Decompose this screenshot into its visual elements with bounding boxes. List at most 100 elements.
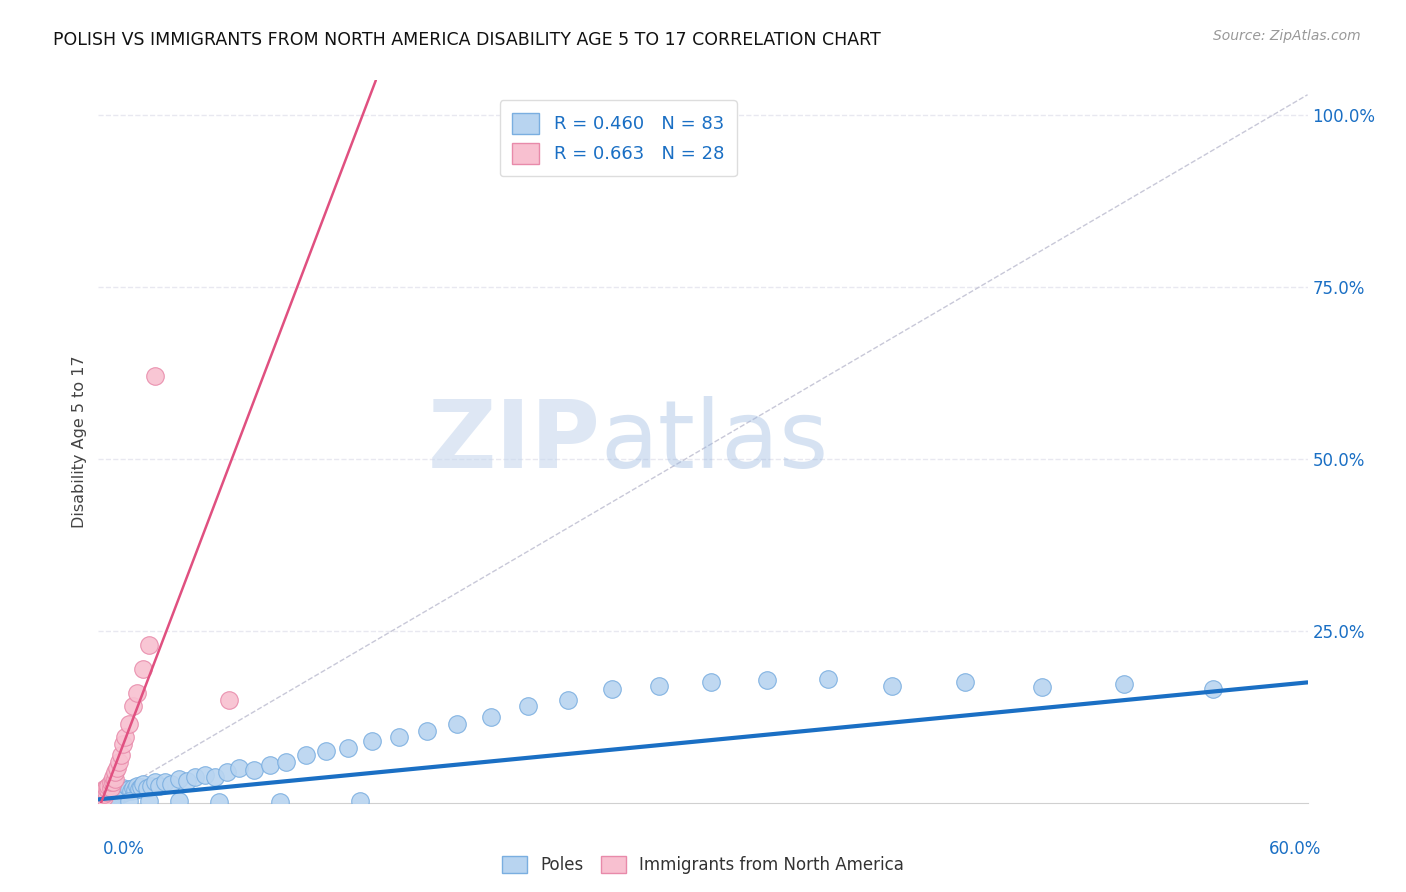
Point — [103, 792, 125, 806]
Point — [143, 775, 166, 789]
Point — [103, 772, 125, 786]
Point — [446, 716, 468, 731]
Point — [361, 734, 384, 748]
Point — [100, 787, 122, 801]
Point — [107, 755, 129, 769]
Text: POLISH VS IMMIGRANTS FROM NORTH AMERICA DISABILITY AGE 5 TO 17 CORRELATION CHART: POLISH VS IMMIGRANTS FROM NORTH AMERICA … — [53, 31, 882, 49]
Point — [132, 776, 155, 790]
Point — [1114, 677, 1136, 691]
Point — [107, 788, 129, 802]
Point — [1031, 680, 1053, 694]
Point — [167, 772, 190, 786]
Point — [602, 682, 624, 697]
Point — [96, 783, 118, 797]
Point — [96, 780, 118, 795]
Text: 0.0%: 0.0% — [103, 839, 145, 857]
Point — [1202, 682, 1225, 697]
Point — [105, 761, 128, 775]
Point — [118, 782, 141, 797]
Point — [93, 790, 115, 805]
Text: atlas: atlas — [600, 395, 828, 488]
Point — [93, 789, 115, 803]
Point — [101, 786, 124, 800]
Point — [208, 795, 231, 809]
Point — [96, 790, 118, 805]
Point — [416, 723, 439, 738]
Legend: R = 0.460   N = 83, R = 0.663   N = 28: R = 0.460 N = 83, R = 0.663 N = 28 — [499, 100, 737, 176]
Point — [128, 782, 150, 797]
Point — [101, 782, 124, 797]
Point — [120, 784, 142, 798]
Point — [125, 686, 148, 700]
Point — [481, 710, 503, 724]
Point — [953, 675, 976, 690]
Y-axis label: Disability Age 5 to 17: Disability Age 5 to 17 — [72, 355, 87, 528]
Point — [100, 775, 122, 789]
Point — [110, 782, 132, 797]
Point — [114, 785, 136, 799]
Point — [101, 770, 124, 784]
Point — [115, 783, 138, 797]
Point — [100, 782, 122, 797]
Point — [107, 783, 129, 797]
Point — [97, 789, 120, 803]
Point — [91, 790, 114, 805]
Point — [557, 692, 579, 706]
Text: 60.0%: 60.0% — [1270, 839, 1322, 857]
Point — [218, 692, 240, 706]
Point — [295, 747, 318, 762]
Point — [111, 781, 134, 796]
Point — [103, 785, 125, 799]
Point — [93, 787, 115, 801]
Point — [138, 794, 160, 808]
Point — [111, 786, 134, 800]
Point — [337, 740, 360, 755]
Legend: Poles, Immigrants from North America: Poles, Immigrants from North America — [498, 851, 908, 880]
Point — [882, 679, 904, 693]
Point — [96, 788, 118, 802]
Point — [756, 673, 779, 688]
Point — [125, 779, 148, 793]
Point — [121, 780, 143, 795]
Point — [105, 784, 128, 798]
Point — [817, 672, 839, 686]
Point — [118, 794, 141, 808]
Point — [135, 780, 157, 795]
Point — [700, 675, 723, 690]
Point — [110, 787, 132, 801]
Point — [129, 780, 152, 794]
Point — [103, 780, 125, 795]
Point — [194, 768, 217, 782]
Point — [388, 731, 411, 745]
Point — [103, 764, 125, 779]
Point — [228, 761, 250, 775]
Point — [269, 795, 291, 809]
Point — [101, 790, 124, 805]
Point — [217, 764, 239, 779]
Point — [93, 789, 115, 803]
Point — [105, 789, 128, 803]
Point — [121, 699, 143, 714]
Point — [167, 794, 190, 808]
Point — [110, 747, 132, 762]
Point — [148, 779, 170, 793]
Point — [97, 785, 120, 799]
Point — [97, 779, 120, 793]
Point — [184, 770, 207, 784]
Point — [91, 785, 114, 799]
Point — [97, 783, 120, 797]
Point — [160, 776, 183, 790]
Point — [259, 758, 281, 772]
Point — [139, 779, 162, 793]
Point — [132, 662, 155, 676]
Point — [516, 699, 538, 714]
Point — [96, 785, 118, 799]
Point — [274, 755, 297, 769]
Point — [118, 716, 141, 731]
Point — [100, 780, 122, 795]
Point — [124, 783, 146, 797]
Point — [114, 731, 136, 745]
Point — [138, 638, 160, 652]
Point — [242, 763, 264, 777]
Text: Source: ZipAtlas.com: Source: ZipAtlas.com — [1213, 29, 1361, 43]
